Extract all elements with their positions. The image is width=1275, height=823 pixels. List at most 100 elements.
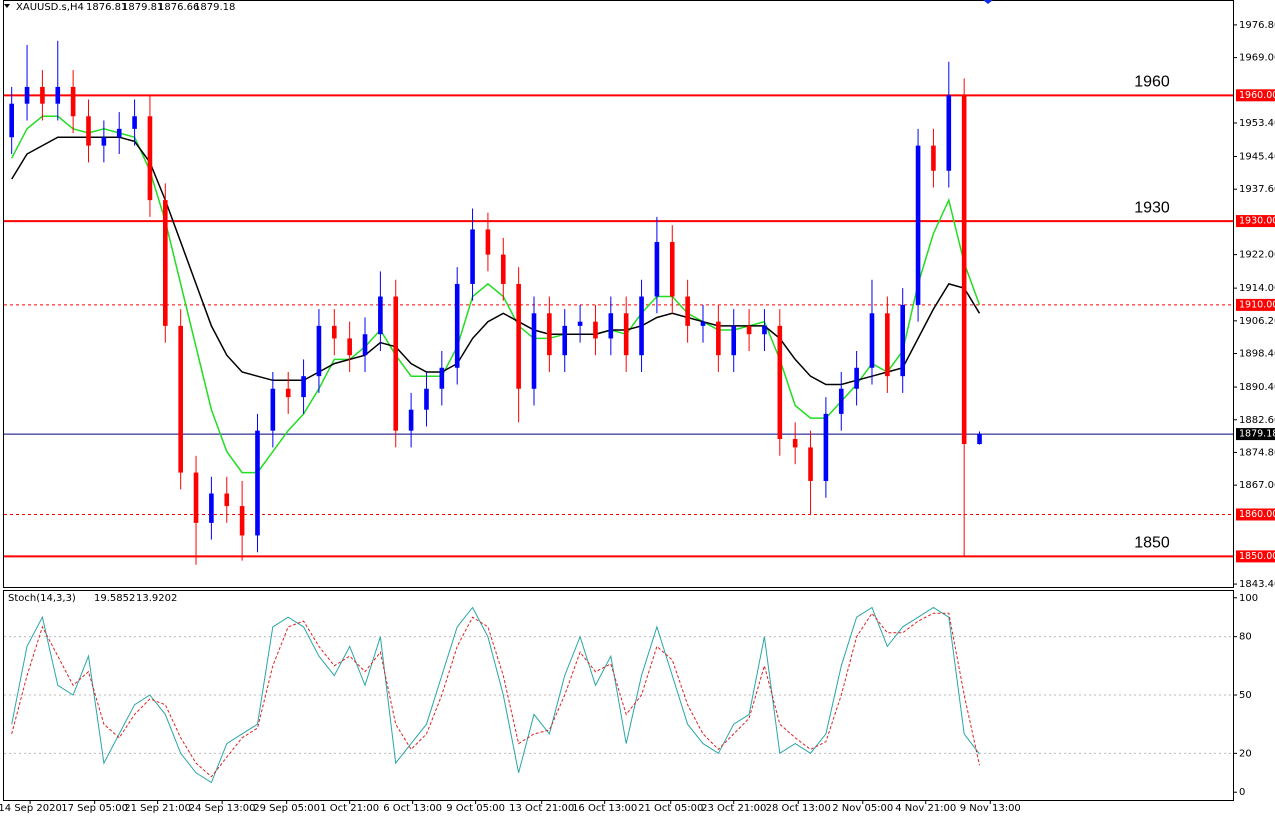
ohlc-close: 1879.18 <box>194 2 235 13</box>
x-tick-label: 2 Nov 05:00 <box>832 803 893 814</box>
candle-body <box>731 325 737 356</box>
candle-body <box>547 313 552 356</box>
candle-body <box>101 137 107 146</box>
candle-body <box>516 283 521 389</box>
candle-body <box>209 493 214 523</box>
price-badge-label: 1930.00 <box>1239 216 1275 227</box>
price-badge <box>1236 550 1275 563</box>
y-tick-label: 1874.80 <box>1239 447 1275 458</box>
y-tick-label: 1882.60 <box>1239 415 1275 426</box>
candle-body <box>792 439 798 448</box>
y-tick-label: 50 <box>1239 690 1252 701</box>
candle-body <box>823 413 829 481</box>
ohlc-open: 1876.81 <box>86 2 127 13</box>
candle-body <box>255 430 260 536</box>
price-badge-label: 1860.00 <box>1239 509 1275 520</box>
candle-body <box>193 472 199 523</box>
x-tick-label: 13 Oct 21:00 <box>509 803 574 814</box>
candle-body <box>762 325 767 335</box>
candle-body <box>285 388 291 398</box>
candle-body <box>55 86 61 104</box>
price-badge <box>1236 215 1275 228</box>
candle-body <box>24 86 30 104</box>
candle-body <box>393 296 399 431</box>
candle-body <box>669 242 675 297</box>
y-tick-label: 1976.80 <box>1239 20 1275 31</box>
candle-body <box>623 313 629 356</box>
candle-body <box>685 296 690 326</box>
y-tick-label: 1890.40 <box>1239 382 1275 393</box>
x-tick-label: 21 Oct 05:00 <box>638 803 703 814</box>
candle-body <box>977 434 982 445</box>
candle-body <box>301 376 306 398</box>
stoch-line <box>11 606 980 784</box>
y-tick-label: 80 <box>1239 632 1252 643</box>
y-tick-label: 1843.40 <box>1239 579 1275 590</box>
y-tick-label: 1922.00 <box>1239 250 1275 261</box>
x-tick-label: 17 Sep 05:00 <box>61 803 128 814</box>
candle-body <box>86 116 91 146</box>
candle-body <box>500 254 506 284</box>
ohlc-low: 1876.66 <box>158 2 199 13</box>
y-tick-label: 1953.40 <box>1239 118 1275 129</box>
candle-body <box>362 334 368 356</box>
menu-arrow <box>4 4 10 8</box>
candle-body <box>946 95 952 171</box>
y-tick-label: 100 <box>1239 593 1258 604</box>
candle-body <box>608 313 614 339</box>
x-tick-label: 21 Sep 21:00 <box>124 803 191 814</box>
x-tick-label: 4 Nov 21:00 <box>895 803 956 814</box>
ohlc-high: 1879.81 <box>122 2 163 13</box>
candle-body <box>885 313 890 377</box>
candle-body <box>854 367 859 389</box>
y-tick-label: 1898.40 <box>1239 349 1275 360</box>
level-label: 1960 <box>1134 74 1170 91</box>
x-tick-label: 9 Oct 05:00 <box>446 803 505 814</box>
candle-body <box>593 321 598 339</box>
candle-body <box>869 313 875 368</box>
candle-body <box>378 296 383 335</box>
candle-body <box>716 321 721 356</box>
price-badge <box>1236 298 1275 311</box>
price-badge-label: 1910.00 <box>1239 299 1275 310</box>
candle-body <box>639 296 644 356</box>
symbol-title: XAUUSD.s,H4 <box>16 2 84 13</box>
candle-body <box>700 321 706 326</box>
y-tick-label: 20 <box>1239 748 1252 759</box>
y-tick-label: 1914.00 <box>1239 283 1275 294</box>
candle-body <box>116 128 122 138</box>
y-tick-label: 1906.20 <box>1239 316 1275 327</box>
x-tick-label: 16 Oct 13:00 <box>572 803 637 814</box>
level-label: 1930 <box>1134 199 1170 216</box>
candle-body <box>331 325 337 339</box>
x-tick-label: 29 Sep 05:00 <box>253 803 320 814</box>
stoch-main-value: 19.5852 <box>94 593 135 604</box>
y-tick-label: 1937.60 <box>1239 184 1275 195</box>
x-tick-label: 9 Nov 13:00 <box>960 803 1021 814</box>
candle-body <box>408 409 414 431</box>
stoch-title: Stoch(14,3,3) <box>8 593 76 604</box>
candle-body <box>900 304 906 377</box>
candle-body <box>40 86 45 104</box>
y-tick-label: 0 <box>1239 787 1245 798</box>
candle-body <box>454 283 460 368</box>
candle-body <box>70 86 76 117</box>
candle-body <box>270 388 276 431</box>
price-badge-label: 1850.00 <box>1239 551 1275 562</box>
moving-average <box>11 115 981 474</box>
candle-body <box>808 447 813 481</box>
stoch-signal-value: 13.9202 <box>136 593 177 604</box>
candle-body <box>163 200 168 326</box>
candle-body <box>9 103 14 138</box>
candle-body <box>178 325 183 473</box>
candle-body <box>746 325 752 335</box>
candle-body <box>961 95 967 445</box>
candle-body <box>439 367 445 389</box>
candle-body <box>915 145 921 305</box>
candle-body <box>654 242 660 297</box>
candle-body <box>347 338 352 356</box>
stoch-line <box>11 612 980 778</box>
candle-body <box>224 493 230 507</box>
